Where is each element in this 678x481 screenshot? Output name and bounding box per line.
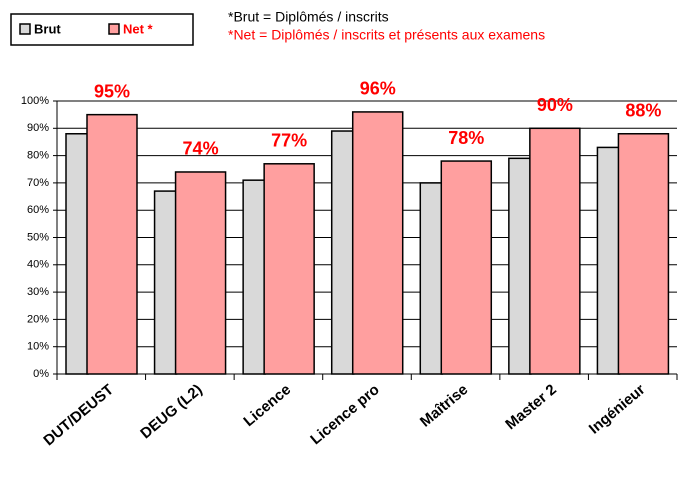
y-tick-label: 10% (27, 341, 49, 353)
value-label: 90% (537, 95, 573, 115)
value-label: 77% (271, 131, 307, 151)
value-label: 88% (625, 101, 661, 121)
bar (617, 133, 670, 375)
value-label: 96% (360, 79, 396, 99)
bar (65, 133, 89, 375)
y-tick-label: 90% (27, 122, 49, 134)
bar (508, 157, 532, 375)
y-tick-label: 20% (27, 313, 49, 325)
bar (263, 163, 315, 375)
value-label: 78% (448, 128, 484, 148)
y-tick-label: 60% (27, 204, 49, 216)
bar (174, 171, 227, 375)
y-tick-label: 40% (27, 259, 49, 271)
legend-label: Brut (34, 21, 61, 36)
legend-swatch (19, 23, 31, 35)
bar (86, 113, 138, 375)
bar (153, 190, 178, 375)
bar (330, 130, 355, 375)
legend-label: Net * (123, 21, 154, 36)
y-tick-label: 70% (27, 177, 49, 189)
y-tick-label: 0% (33, 368, 49, 380)
annotation: *Brut = Diplômés / inscrits (228, 9, 389, 25)
value-label: 74% (183, 139, 219, 159)
bar (419, 182, 444, 375)
bar (596, 146, 621, 375)
value-label: 95% (94, 81, 130, 101)
annotation: *Net = Diplômés / inscrits et présents a… (228, 27, 545, 43)
y-tick-label: 100% (21, 95, 49, 107)
x-tick-label: Licence pro (307, 381, 382, 448)
y-tick-label: 50% (27, 231, 49, 243)
y-tick-label: 80% (27, 150, 49, 162)
bar (440, 160, 493, 375)
y-tick-label: 30% (27, 286, 49, 298)
legend-box (10, 13, 194, 46)
x-tick-label: Maîtrise (417, 381, 471, 430)
bar (351, 111, 404, 375)
bar (242, 179, 266, 375)
x-tick-label: Master 2 (502, 381, 560, 433)
x-tick-label: Ingénieur (586, 381, 649, 438)
bar (529, 127, 581, 375)
legend-swatch (108, 23, 120, 35)
x-tick-label: DUT/DEUST (40, 381, 117, 449)
x-tick-label: DEUG (L2) (137, 381, 205, 442)
x-tick-label: Licence (240, 381, 294, 430)
